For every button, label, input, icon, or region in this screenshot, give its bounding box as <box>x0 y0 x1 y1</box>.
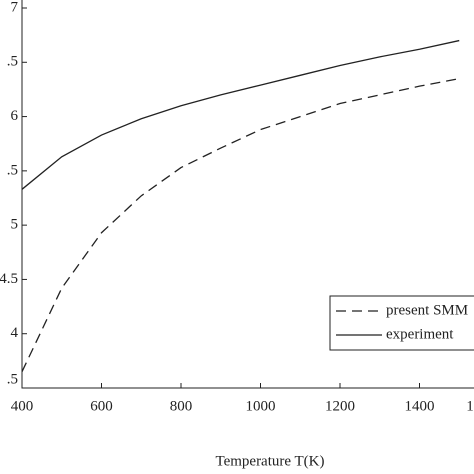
x-tick-label: 1400 <box>405 398 435 414</box>
y-tick-label: 6 <box>11 108 19 124</box>
legend-label: present SMM <box>386 302 468 318</box>
y-tick-label: .5 <box>7 371 18 387</box>
legend-label: experiment <box>386 326 454 342</box>
plot-frame <box>21 0 474 389</box>
x-axis-label: Temperature T(K) <box>215 453 324 469</box>
x-tick-label: 1 <box>466 398 474 414</box>
x-tick-label: 600 <box>90 398 113 414</box>
x-tick-label: 1200 <box>325 398 355 414</box>
line-series <box>21 39 460 190</box>
legend: present SMM experiment <box>329 295 474 351</box>
legend-box <box>329 295 474 351</box>
y-tick-label: 4.5 <box>0 271 18 287</box>
x-tick-label: 800 <box>170 398 193 414</box>
line-series <box>21 77 460 372</box>
y-tick-label: 5 <box>11 217 19 233</box>
y-tick-label: .5 <box>7 162 18 178</box>
x-tick-label: 1000 <box>246 398 276 414</box>
y-tick-label: 4 <box>11 325 19 341</box>
y-tick-label: 7 <box>11 0 19 15</box>
x-tick-label: 400 <box>11 398 34 414</box>
y-tick-label: .5 <box>7 54 18 70</box>
